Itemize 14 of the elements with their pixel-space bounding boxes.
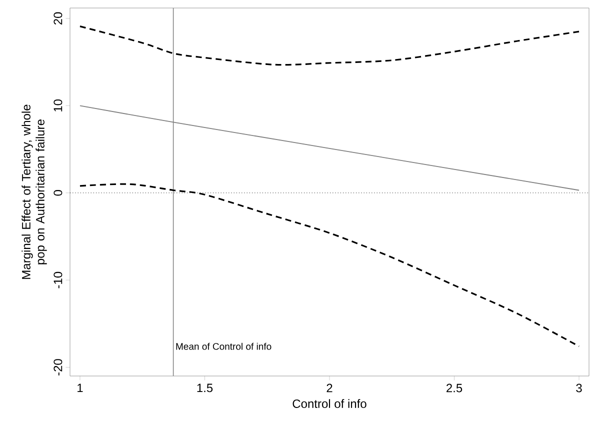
y-tick-label: 10 [54, 99, 62, 112]
y-tick-label: 20 [54, 12, 62, 25]
y-tick-label: 0 [54, 190, 62, 196]
y-axis-title: Marginal Effect of Tertiary, whole pop on Authoritarian failure [22, 104, 47, 279]
ref-line-label: Mean of Control of info [176, 342, 272, 350]
x-axis-title: Control of info [292, 399, 366, 408]
x-tick-label: 2.5 [446, 384, 462, 392]
x-tick-label: 2 [326, 384, 332, 392]
line-series [79, 26, 580, 66]
x-tick-label: 1.5 [197, 384, 213, 392]
y-tick-label: -10 [54, 272, 62, 288]
x-tick-label: 3 [576, 384, 582, 392]
x-tick-label: 1 [78, 384, 83, 392]
y-tick-label: -20 [54, 359, 62, 376]
